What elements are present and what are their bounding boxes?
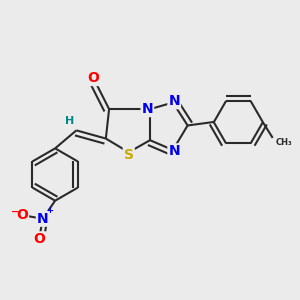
Text: −: −	[11, 206, 19, 217]
Text: N: N	[37, 212, 49, 226]
Text: N: N	[142, 102, 153, 116]
Text: O: O	[16, 208, 28, 222]
Text: N: N	[168, 144, 180, 158]
Text: O: O	[88, 71, 99, 85]
Text: N: N	[168, 94, 180, 108]
Text: O: O	[34, 232, 45, 246]
Text: S: S	[124, 148, 134, 162]
Text: CH₃: CH₃	[276, 138, 292, 147]
Text: H: H	[64, 116, 74, 126]
Text: +: +	[46, 206, 53, 215]
